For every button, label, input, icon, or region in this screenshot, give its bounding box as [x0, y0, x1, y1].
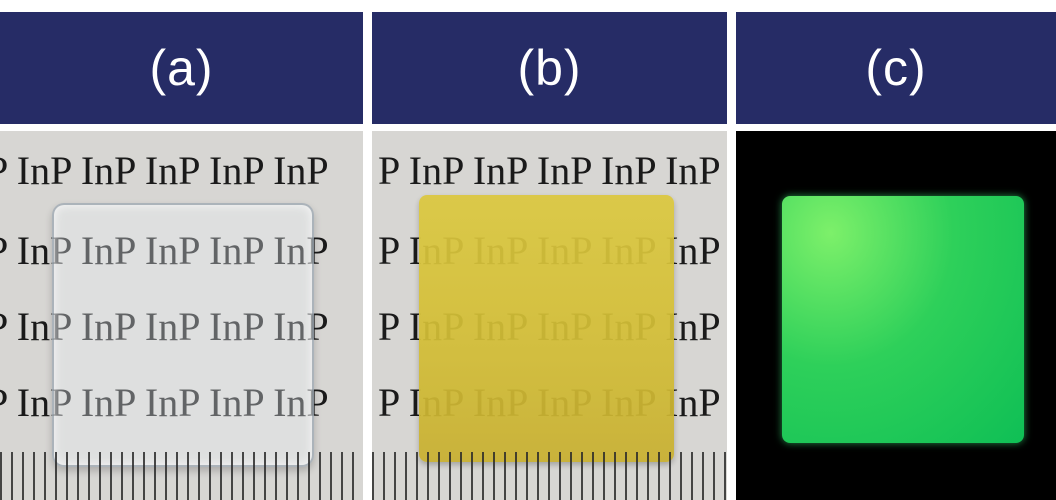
panel-b-photo: P InP InP InP InP InP P InP InP InP InP … — [372, 131, 727, 500]
transparent-film-sample — [52, 203, 314, 467]
ruler — [0, 452, 363, 500]
paper-text-row: P InP InP InP InP InP — [0, 380, 329, 425]
panel-a-header: (a) — [0, 12, 363, 124]
panel-c-photo — [736, 131, 1056, 500]
panel-a: (a) P InP InP InP InP InP P InP InP InP … — [0, 0, 363, 500]
panel-b-header: (b) — [372, 12, 727, 124]
panel-a-photo: P InP InP InP InP InP P InP InP InP InP … — [0, 131, 363, 500]
yellow-film-sample — [419, 195, 674, 462]
panel-b-label: (b) — [517, 40, 582, 96]
paper-text-row: P InP InP InP InP InP — [0, 228, 329, 273]
green-emitting-film-sample — [782, 196, 1024, 443]
panel-c-header: (c) — [736, 12, 1056, 124]
paper-text-row: P InP InP InP InP InP — [0, 148, 329, 193]
ruler — [372, 452, 727, 500]
paper-text-row: P InP InP InP InP InP — [0, 304, 329, 349]
panel-b: (b) P InP InP InP InP InP P InP InP InP … — [372, 0, 727, 500]
paper-text-row: P InP InP InP InP InP — [378, 148, 721, 193]
panel-a-label: (a) — [149, 40, 214, 96]
panel-c-label: (c) — [865, 40, 927, 96]
panel-c: (c) — [736, 0, 1056, 500]
